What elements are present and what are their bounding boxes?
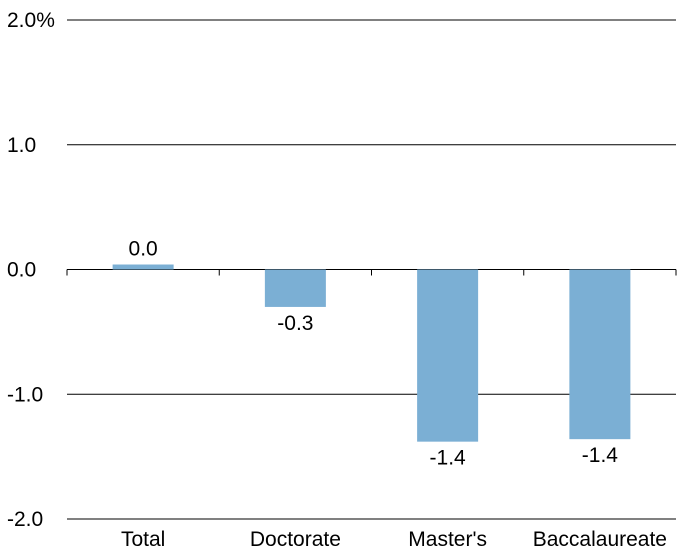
bar [569,269,631,440]
bar [264,269,326,307]
x-axis-tick-labels: Total Doctorate Master's Baccalaureate [121,528,667,551]
y-tick-label: 1.0 [7,134,36,157]
value-label: -0.3 [277,312,313,335]
x-tick-label: Baccalaureate [533,528,667,550]
y-tick-label: 2.0% [7,9,55,32]
x-tick-label: Master's [408,528,487,550]
y-tick-label: -2.0 [7,508,43,531]
value-label: -1.4 [582,444,619,467]
y-axis-tick-labels: 2.0% 1.0 0.0 -1.0 -2.0 [7,9,55,531]
y-tick-label: -1.0 [7,383,43,406]
bar [417,269,479,442]
bars [112,264,631,442]
value-label: -1.4 [430,447,467,470]
y-tick-label: 0.0 [7,259,36,282]
x-tick-label: Total [121,528,165,550]
x-tick-label: Doctorate [250,528,341,550]
value-label: 0.0 [129,238,158,261]
bar [112,264,174,270]
value-labels: 0.0 -0.3 -1.4 -1.4 [129,238,619,470]
